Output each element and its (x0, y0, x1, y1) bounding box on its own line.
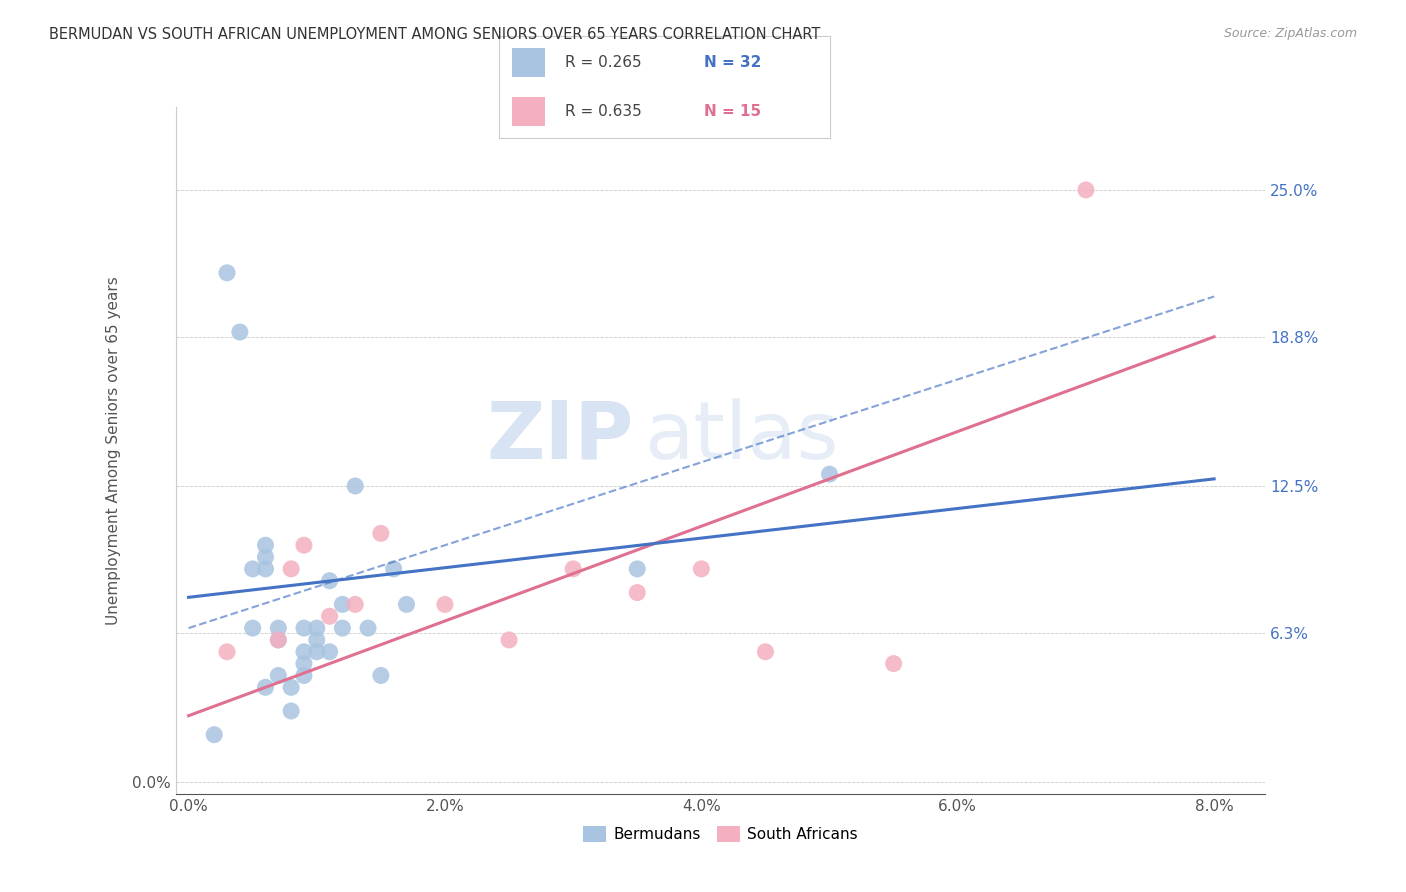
Point (292, 657, 315, 671)
Point (292, 538, 315, 552)
Point (332, 598, 354, 612)
Point (883, 657, 905, 671)
Point (267, 668, 290, 682)
Point (242, 621, 264, 635)
FancyBboxPatch shape (512, 97, 546, 126)
Text: R = 0.265: R = 0.265 (565, 54, 641, 70)
Point (433, 598, 456, 612)
Point (344, 479, 367, 493)
Point (254, 681, 277, 695)
Point (254, 562, 277, 576)
Point (370, 526, 392, 541)
Point (292, 645, 315, 659)
Point (242, 562, 264, 576)
Point (318, 574, 340, 588)
Point (305, 621, 328, 635)
Point (280, 562, 302, 576)
Point (690, 562, 713, 576)
Point (318, 609, 340, 624)
Point (1074, 183, 1097, 197)
Text: ZIP: ZIP (486, 398, 633, 475)
Point (280, 704, 302, 718)
Point (344, 598, 367, 612)
Point (562, 562, 585, 576)
Point (229, 325, 252, 339)
Point (818, 467, 841, 482)
Point (254, 549, 277, 564)
Point (267, 632, 290, 647)
Point (370, 668, 392, 682)
Point (332, 621, 354, 635)
Point (292, 668, 315, 682)
Text: R = 0.635: R = 0.635 (565, 104, 643, 120)
Point (754, 645, 776, 659)
Text: N = 15: N = 15 (704, 104, 761, 120)
Point (357, 621, 380, 635)
Point (626, 585, 648, 599)
Point (318, 645, 340, 659)
Y-axis label: Unemployment Among Seniors over 65 years: Unemployment Among Seniors over 65 years (105, 277, 121, 624)
Text: atlas: atlas (644, 398, 838, 475)
Point (215, 645, 238, 659)
Point (202, 728, 225, 742)
Point (498, 632, 520, 647)
Point (292, 621, 315, 635)
Point (305, 645, 328, 659)
Text: N = 32: N = 32 (704, 54, 762, 70)
Point (382, 562, 405, 576)
Point (254, 538, 277, 552)
Text: Source: ZipAtlas.com: Source: ZipAtlas.com (1223, 27, 1357, 40)
Point (280, 681, 302, 695)
Point (267, 632, 290, 647)
Point (626, 562, 648, 576)
Legend: Bermudans, South Africans: Bermudans, South Africans (578, 820, 863, 848)
Point (267, 621, 290, 635)
Point (215, 266, 238, 280)
Point (395, 598, 418, 612)
Point (305, 632, 328, 647)
Text: BERMUDAN VS SOUTH AFRICAN UNEMPLOYMENT AMONG SENIORS OVER 65 YEARS CORRELATION C: BERMUDAN VS SOUTH AFRICAN UNEMPLOYMENT A… (49, 27, 821, 42)
FancyBboxPatch shape (512, 48, 546, 77)
